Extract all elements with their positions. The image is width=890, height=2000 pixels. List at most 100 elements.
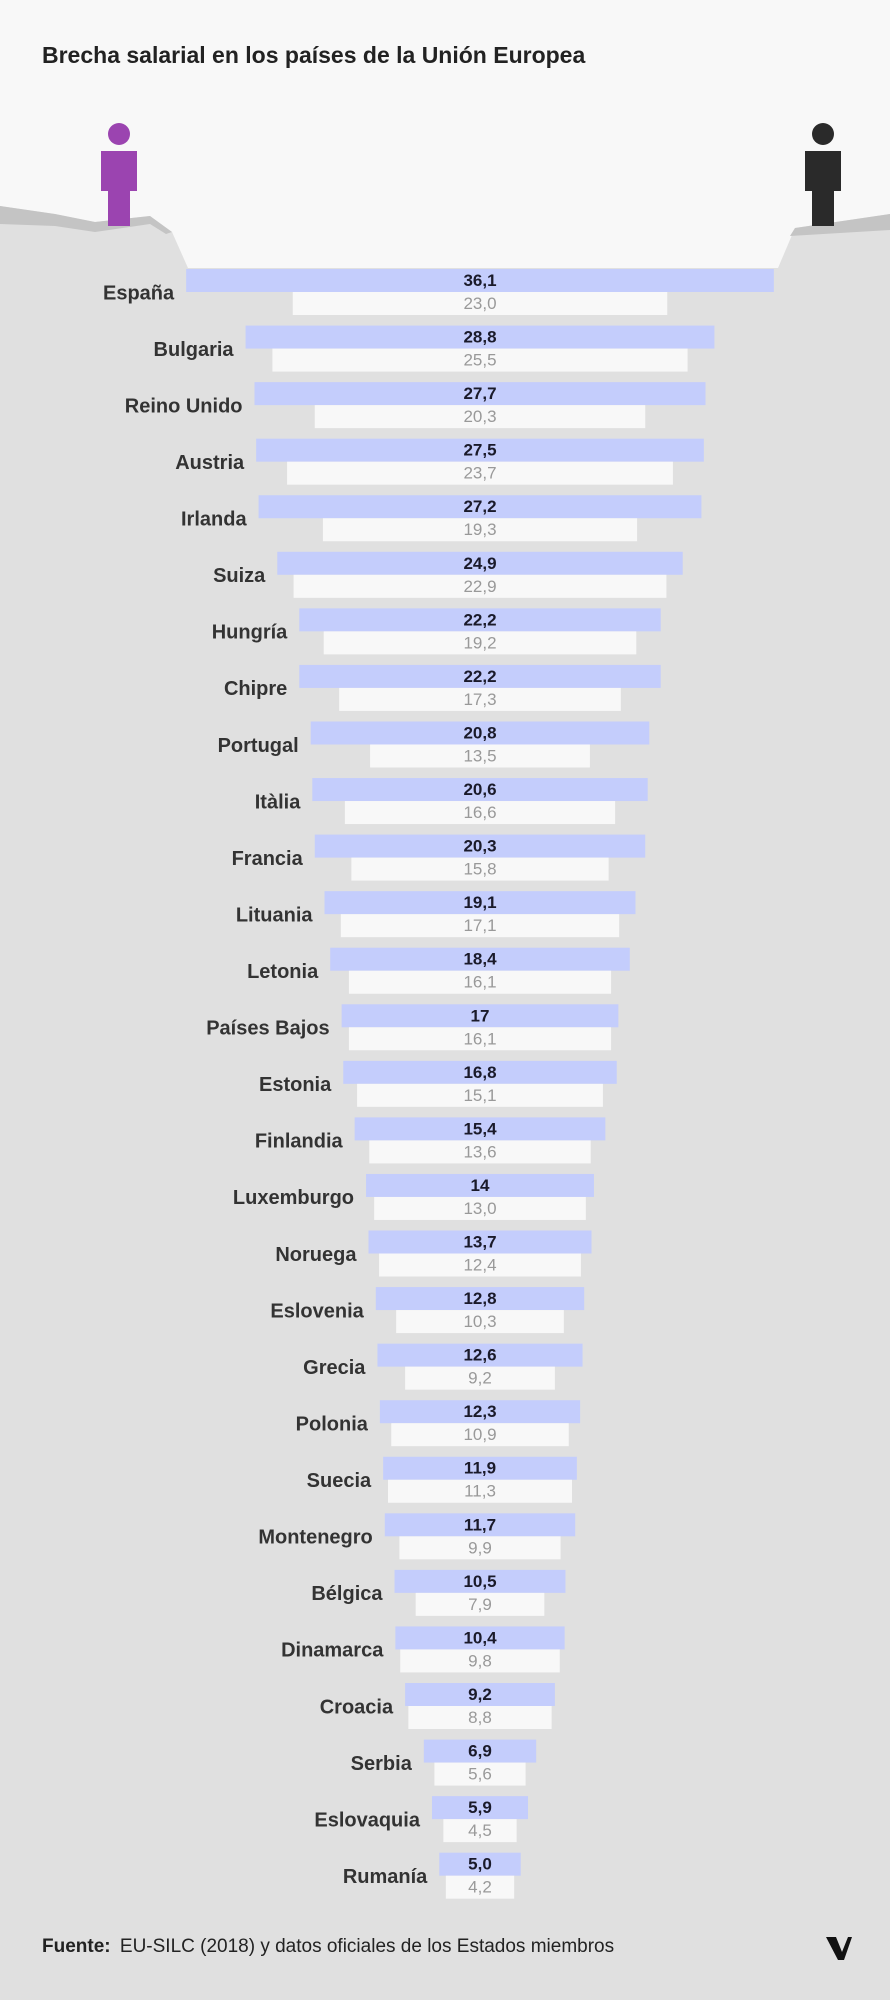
bar — [431, 1796, 529, 1820]
bar — [330, 947, 630, 971]
bar — [310, 721, 650, 745]
value-label: 4,5 — [468, 1821, 492, 1840]
category-label: Dinamarca — [281, 1640, 384, 1662]
value-label: 25,5 — [463, 351, 496, 370]
value-label: 28,8 — [463, 328, 496, 347]
source: Fuente: EU-SILC (2018) y datos oficiales… — [42, 1936, 614, 1957]
bar — [391, 1423, 569, 1447]
bar — [287, 461, 673, 485]
bar — [272, 348, 688, 372]
bar — [258, 495, 702, 519]
value-label: 15,4 — [463, 1119, 497, 1138]
value-label: 11,7 — [464, 1515, 496, 1534]
value-label: 14 — [471, 1176, 490, 1195]
bar — [384, 1513, 576, 1537]
bar — [405, 1683, 555, 1706]
category-label: Lituania — [236, 904, 314, 926]
value-label: 16,1 — [463, 973, 496, 992]
value-label: 15,8 — [463, 860, 496, 879]
value-label: 9,8 — [468, 1651, 492, 1670]
bar — [405, 1366, 555, 1390]
bar — [299, 608, 661, 632]
bar — [323, 631, 637, 655]
woman-icon — [101, 123, 137, 226]
logo — [826, 1937, 852, 1960]
bar — [379, 1400, 581, 1424]
bar — [383, 1456, 577, 1480]
value-label: 18,4 — [463, 950, 497, 969]
bar — [400, 1649, 560, 1673]
bar — [348, 1027, 612, 1051]
value-label: 22,2 — [463, 667, 496, 686]
value-label: 13,5 — [463, 746, 496, 765]
category-label: Irlanda — [181, 509, 247, 531]
value-label: 4,2 — [468, 1878, 492, 1897]
value-label: 9,9 — [468, 1538, 492, 1557]
value-label: 9,2 — [468, 1685, 492, 1704]
bar — [344, 801, 616, 825]
value-label: 10,3 — [463, 1312, 496, 1331]
value-label: 20,3 — [463, 837, 496, 856]
value-label: 17,1 — [463, 916, 496, 935]
bar — [357, 1083, 603, 1107]
value-label: 22,2 — [463, 610, 496, 629]
value-label: 6,9 — [468, 1742, 492, 1761]
bar — [445, 1875, 515, 1899]
bar — [354, 1117, 606, 1141]
bar — [339, 687, 621, 711]
value-label: 22,9 — [463, 577, 496, 596]
category-label: Rumanía — [343, 1866, 428, 1888]
value-label: 11,9 — [464, 1459, 496, 1478]
bar — [439, 1852, 521, 1876]
bar — [388, 1479, 572, 1503]
bar — [395, 1626, 565, 1650]
value-label: 12,8 — [463, 1289, 496, 1308]
bar — [399, 1536, 561, 1560]
value-label: 10,9 — [463, 1425, 496, 1444]
bar — [423, 1739, 537, 1763]
value-label: 13,6 — [463, 1142, 496, 1161]
value-label: 17,3 — [463, 690, 496, 709]
category-label: Montenegro — [258, 1527, 372, 1549]
category-label: Hungría — [212, 622, 288, 644]
bar — [254, 382, 706, 406]
bar — [374, 1196, 586, 1220]
category-label: Austria — [175, 452, 245, 474]
bar — [370, 744, 590, 768]
category-label: Eslovenia — [270, 1300, 364, 1322]
source-label: Fuente: — [42, 1936, 111, 1957]
value-label: 9,2 — [468, 1369, 492, 1388]
bar — [443, 1819, 517, 1843]
value-label: 13,7 — [463, 1233, 496, 1252]
value-label: 27,2 — [463, 497, 496, 516]
category-label: Chipre — [224, 678, 287, 700]
bar — [366, 1173, 594, 1197]
value-label: 10,5 — [463, 1572, 496, 1591]
bar — [312, 778, 648, 802]
value-label: 17 — [471, 1006, 490, 1025]
bar — [369, 1140, 591, 1164]
bar — [434, 1762, 526, 1786]
value-label: 24,9 — [463, 554, 496, 573]
value-label: 16,1 — [463, 1029, 496, 1048]
value-label: 20,3 — [463, 407, 496, 426]
value-label: 23,7 — [463, 464, 496, 483]
category-label: Eslovaquia — [314, 1809, 420, 1831]
bar — [340, 914, 620, 938]
value-label: 5,0 — [468, 1855, 492, 1874]
bar — [292, 292, 668, 315]
category-label: Croacia — [320, 1696, 394, 1718]
bar — [351, 857, 609, 881]
value-label: 13,0 — [463, 1199, 496, 1218]
category-label: Serbia — [351, 1753, 413, 1775]
value-label: 12,3 — [463, 1402, 496, 1421]
value-label: 19,1 — [463, 893, 496, 912]
bar — [314, 405, 646, 429]
bar — [314, 834, 646, 858]
category-label: Países Bajos — [206, 1018, 329, 1040]
category-label: Luxemburgo — [233, 1187, 354, 1209]
bar — [341, 1004, 619, 1028]
value-label: 19,3 — [463, 520, 496, 539]
value-label: 15,1 — [463, 1086, 496, 1105]
value-label: 12,6 — [463, 1346, 496, 1365]
